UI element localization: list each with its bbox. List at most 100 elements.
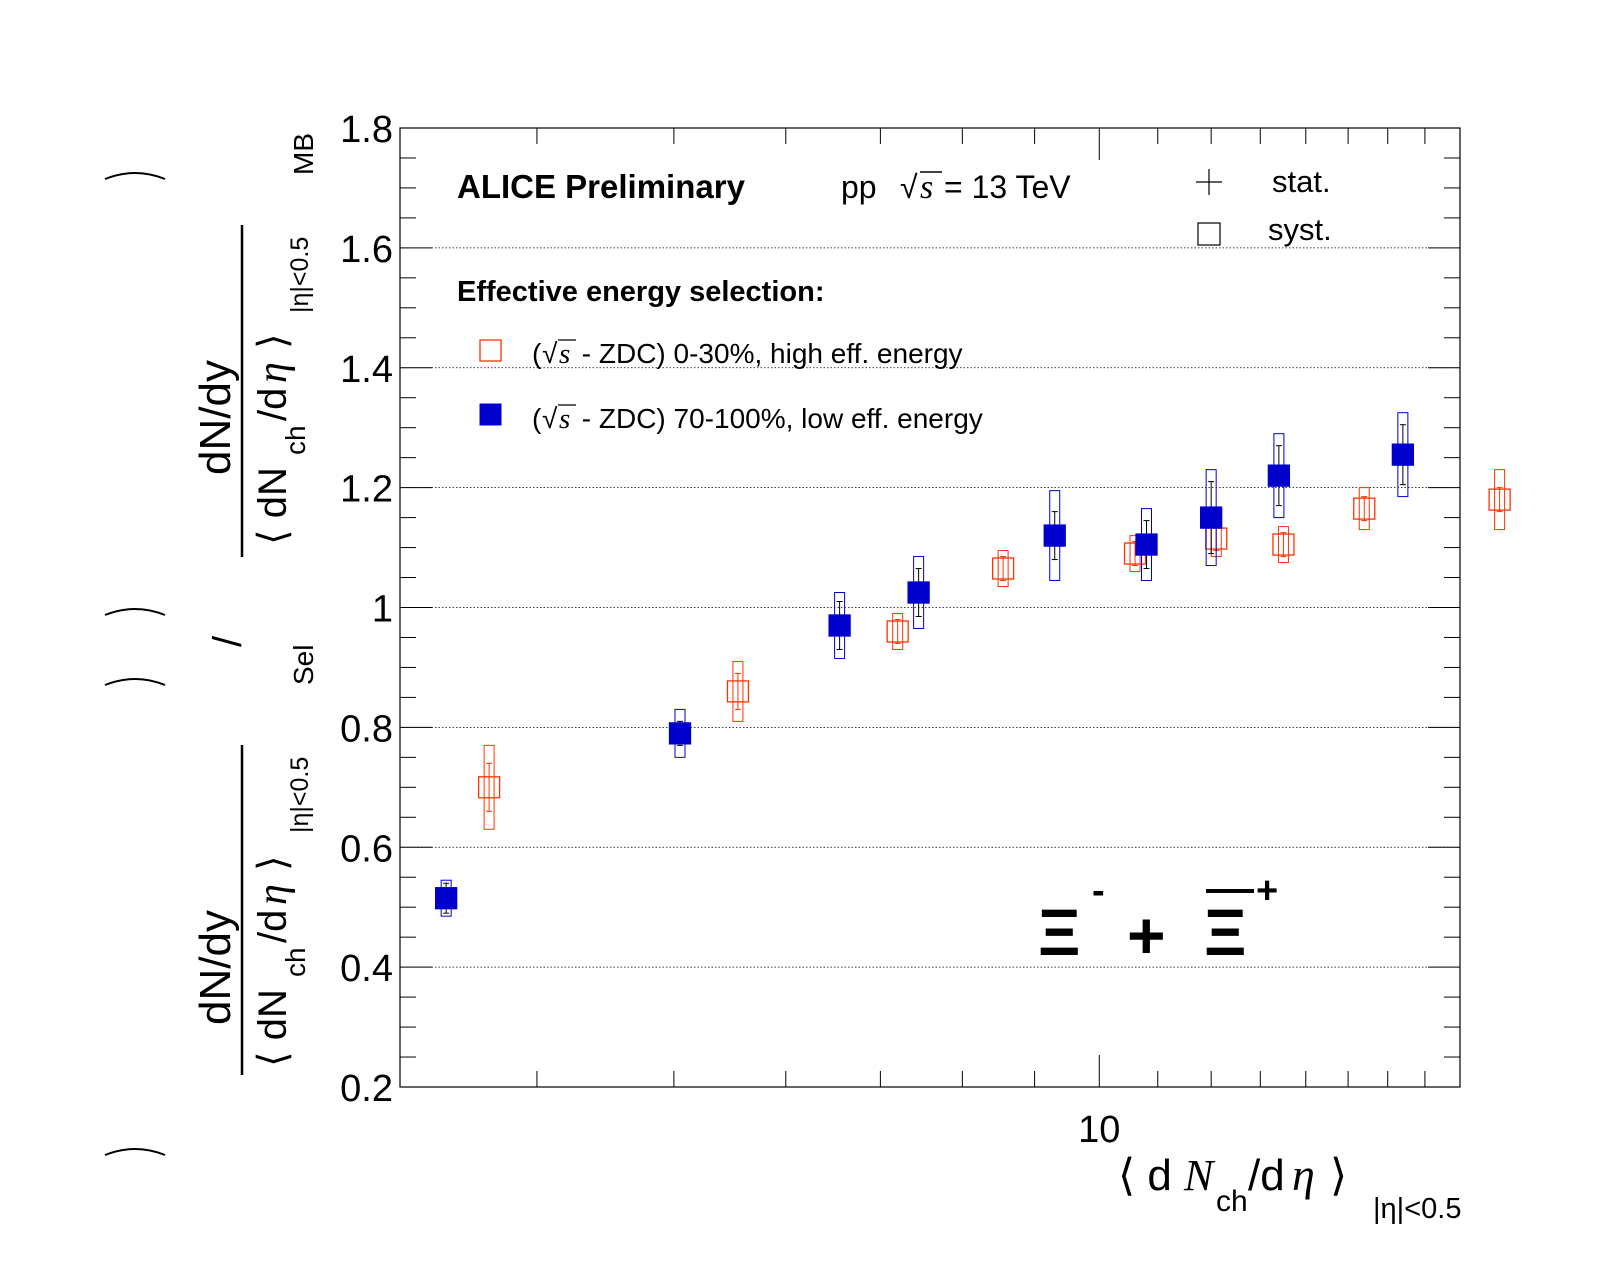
data-point (1272, 526, 1295, 564)
plot-frame (399, 127, 1461, 1088)
svg-text:dN/dy: dN/dy (191, 910, 240, 1025)
y-tick-label: 1.2 (340, 469, 393, 511)
svg-text:⟨ d: ⟨ d (1118, 1151, 1172, 1200)
marker-filled-square (828, 614, 851, 637)
svg-text:s: s (920, 169, 933, 206)
svg-text:ch: ch (280, 425, 311, 455)
data-point (1267, 433, 1291, 519)
svg-text:(: ( (532, 338, 542, 369)
data-point (1200, 469, 1223, 567)
svg-text:+: + (1256, 870, 1278, 912)
data-point (477, 744, 501, 830)
svg-text:ch: ch (280, 947, 311, 977)
svg-text:|η|<0.5: |η|<0.5 (1373, 1193, 1461, 1225)
grid (400, 247, 1460, 968)
svg-text:|η|<0.5: |η|<0.5 (286, 757, 314, 833)
particle-label: Ξ - + Ξ + (1038, 870, 1278, 972)
x-tick-labels: 10 (1078, 1109, 1120, 1151)
y-tick-label: 1.8 (340, 109, 393, 151)
syst-box (1494, 469, 1506, 531)
svg-text:/: / (206, 635, 250, 647)
data-series (435, 412, 1511, 917)
svg-text:Sel: Sel (288, 645, 319, 685)
y-tick-label: 0.6 (340, 828, 393, 870)
syst-box (997, 550, 1009, 588)
x-axis-label: ⟨ d N ch /d η ⟩ |η|<0.5 (1118, 1149, 1461, 1225)
legend-item-low: ( √ s - ZDC) 70-100%, low eff. energy (479, 403, 983, 435)
error-legend: stat. syst. (1196, 164, 1332, 247)
syst-box (732, 660, 744, 722)
chart-title: ALICE Preliminary (457, 168, 746, 205)
svg-text:Ξ: Ξ (1204, 895, 1246, 969)
svg-text:/d: /d (1248, 1151, 1285, 1200)
syst-box (483, 744, 495, 830)
svg-text:/d: /d (251, 388, 295, 421)
y-tick-label: 1.4 (340, 349, 393, 391)
marker-filled-square (1391, 443, 1415, 466)
svg-text:η: η (1292, 1149, 1315, 1200)
system-label: pp √ s = 13 TeV (841, 169, 1071, 206)
marker-filled-square (1267, 464, 1291, 487)
svg-text:√: √ (900, 169, 918, 205)
data-point (886, 612, 909, 650)
svg-text:Ξ: Ξ (1038, 895, 1080, 969)
marker-filled-square (1135, 533, 1158, 556)
marker-filled-square (668, 722, 692, 745)
marker-filled-square (1200, 506, 1223, 529)
svg-text:= 13 TeV: = 13 TeV (944, 169, 1071, 205)
svg-text:- ZDC) 0-30%, high eff. energy: - ZDC) 0-30%, high eff. energy (574, 338, 963, 369)
svg-text:⟩: ⟩ (251, 855, 295, 871)
svg-text:η: η (250, 884, 296, 905)
syst-box (1277, 526, 1289, 564)
syst-legend-marker (1197, 222, 1221, 246)
data-point (1135, 508, 1158, 582)
svg-text:+: + (1127, 898, 1166, 972)
svg-text:⟨ dN: ⟨ dN (251, 989, 295, 1067)
y-tick-label: 0.4 (340, 948, 393, 990)
y-tick-label: 0.2 (340, 1068, 393, 1110)
svg-text:/d: /d (251, 910, 295, 943)
legend-item-high: ( √ s - ZDC) 0-30%, high eff. energy (479, 338, 963, 370)
svg-text:s: s (559, 403, 570, 435)
legend-marker-filled-square (479, 403, 502, 426)
svg-text:√: √ (542, 338, 558, 369)
svg-text:√: √ (542, 403, 558, 434)
y-tick-label: 0.8 (340, 708, 393, 750)
marker-open-square (1353, 497, 1376, 520)
series-0 (477, 469, 1511, 830)
y-axis-label: dN/dy ⟨ dN ch /d η ⟩ |η|<0.5 Sel / dN/dy… (104, 133, 319, 1156)
marker-filled-square (1043, 524, 1066, 547)
data-point (907, 556, 930, 629)
data-point (1391, 412, 1415, 498)
svg-text:ch: ch (1216, 1185, 1248, 1218)
y-tick-label: 1 (372, 589, 393, 631)
svg-text:- ZDC) 70-100%, low eff. energ: - ZDC) 70-100%, low eff. energy (574, 403, 983, 434)
series-1 (435, 412, 1415, 917)
svg-text:dN/dy: dN/dy (191, 360, 240, 475)
data-point (1488, 469, 1511, 531)
svg-text:|η|<0.5: |η|<0.5 (286, 237, 314, 313)
x-tick-label: 10 (1078, 1109, 1120, 1151)
data-point (668, 708, 692, 758)
svg-text:η: η (250, 362, 296, 383)
stat-legend-label: stat. (1272, 164, 1331, 199)
marker-open-square (1488, 488, 1511, 511)
svg-text:(: ( (532, 403, 542, 434)
svg-text:pp: pp (841, 169, 877, 205)
syst-box (1358, 487, 1370, 531)
svg-text:s: s (559, 338, 570, 370)
svg-text:⟩: ⟩ (1330, 1151, 1347, 1200)
svg-text:MB: MB (288, 133, 319, 175)
y-tick-labels: 0.2 0.4 0.6 0.8 1 1.2 1.4 1.6 1.8 (340, 109, 393, 1110)
svg-text:N: N (1183, 1151, 1216, 1200)
marker-open-square (477, 776, 501, 799)
data-point (726, 660, 750, 722)
svg-text:⟨ dN: ⟨ dN (251, 467, 295, 545)
svg-text:⟩: ⟩ (251, 333, 295, 349)
marker-open-square (1272, 533, 1295, 556)
marker-filled-square (435, 887, 458, 910)
data-point (991, 550, 1015, 588)
legend-marker-open-square (479, 339, 502, 362)
marker-open-square (726, 680, 750, 703)
